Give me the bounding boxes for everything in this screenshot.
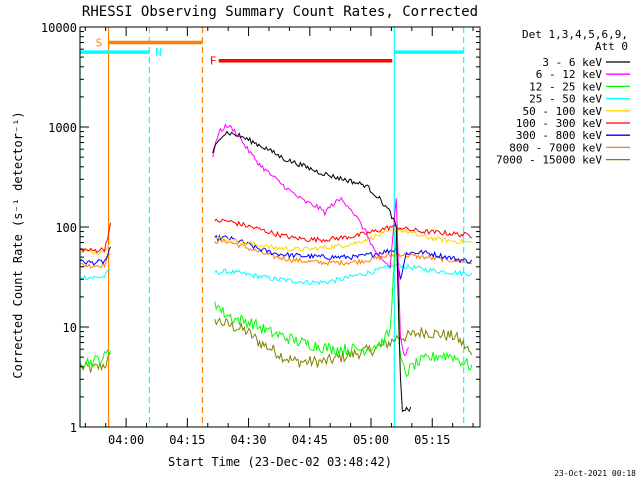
legend-label: 3 - 6 keV [542, 56, 602, 69]
chart-title: RHESSI Observing Summary Count Rates, Co… [82, 4, 478, 20]
series-line [214, 228, 473, 252]
legend-label: 300 - 800 keV [516, 129, 602, 142]
series-line [212, 123, 410, 356]
series-line [214, 218, 472, 244]
series-line [214, 261, 473, 286]
flag-bar-label: F [210, 55, 217, 68]
x-tick-label: 04:00 [108, 433, 144, 447]
x-tick-label: 04:30 [231, 433, 267, 447]
legend-label: 12 - 25 keV [529, 80, 602, 93]
legend-label: 100 - 300 keV [516, 117, 602, 130]
series-layer [79, 123, 473, 413]
flag-bar-label: S [96, 36, 103, 49]
y-axis-ticks: 1 10 100 1000 10000 [41, 21, 480, 435]
legend-header-detectors: Det 1,3,4,5,6,9, [522, 28, 628, 41]
series-line [79, 222, 112, 253]
y-tick-label: 1000 [48, 121, 77, 135]
series-line [79, 246, 112, 266]
x-tick-label: 04:45 [292, 433, 328, 447]
y-tick-label: 10 [63, 321, 77, 335]
legend-label: 800 - 7000 keV [509, 141, 602, 154]
series-line [214, 237, 472, 267]
series-line [214, 317, 473, 368]
legend-label: 50 - 100 keV [523, 105, 603, 118]
flag-bar-label: N [155, 46, 162, 59]
y-axis-label: Corrected Count Rate (s⁻¹ detector⁻¹) [11, 111, 25, 378]
y-tick-label: 100 [55, 221, 77, 235]
series-line [79, 269, 111, 281]
x-tick-label: 05:00 [353, 433, 389, 447]
x-axis-label: Start Time (23-Dec-02 03:48:42) [168, 455, 392, 469]
series-line [79, 348, 112, 368]
y-tick-label: 10000 [41, 21, 77, 35]
footer-timestamp: 23-Oct-2021 00:18 [554, 469, 636, 478]
legend-label: 7000 - 15000 keV [496, 154, 602, 167]
legend-label: 25 - 50 keV [529, 93, 602, 106]
series-line [79, 253, 111, 269]
flag-bars: S N F [80, 36, 464, 68]
x-axis-ticks: 04:00 04:15 04:30 04:45 05:00 05:15 [84, 27, 474, 447]
x-tick-label: 05:15 [414, 433, 450, 447]
series-line [214, 232, 473, 378]
legend-label: 6 - 12 keV [536, 68, 603, 81]
y-tick-label: 1 [70, 421, 77, 435]
x-tick-label: 04:15 [169, 433, 205, 447]
series-line [79, 241, 112, 256]
legend-header-attenuator: Att 0 [595, 40, 628, 53]
series-line [212, 130, 412, 413]
series-line [214, 233, 473, 280]
plot-frame [79, 26, 481, 428]
